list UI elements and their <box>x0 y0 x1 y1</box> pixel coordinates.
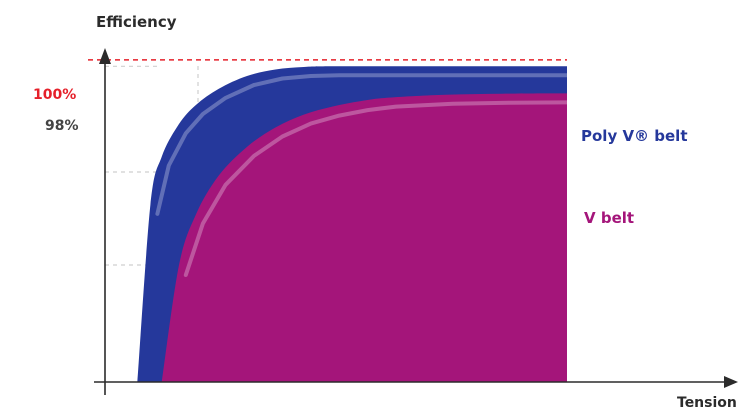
series-label-v-belt: V belt <box>584 209 634 227</box>
series-highlight-poly-v-belt <box>155 73 576 216</box>
series-layer <box>137 66 576 382</box>
x-axis-label: Tension <box>677 395 737 411</box>
x-axis-arrow-icon <box>724 376 738 388</box>
series-label-poly-v-belt: Poly V® belt <box>581 127 688 145</box>
series-highlight-v-belt <box>183 100 576 277</box>
reference-line-label: 100% <box>33 87 76 103</box>
y-axis-arrow-icon <box>99 48 111 64</box>
series-area-v-belt <box>161 93 568 382</box>
y-axis-label: Efficiency <box>96 13 177 31</box>
y-tick-label: 98% <box>45 118 79 134</box>
